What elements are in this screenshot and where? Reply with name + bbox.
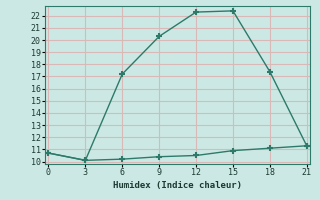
X-axis label: Humidex (Indice chaleur): Humidex (Indice chaleur)	[113, 181, 242, 190]
